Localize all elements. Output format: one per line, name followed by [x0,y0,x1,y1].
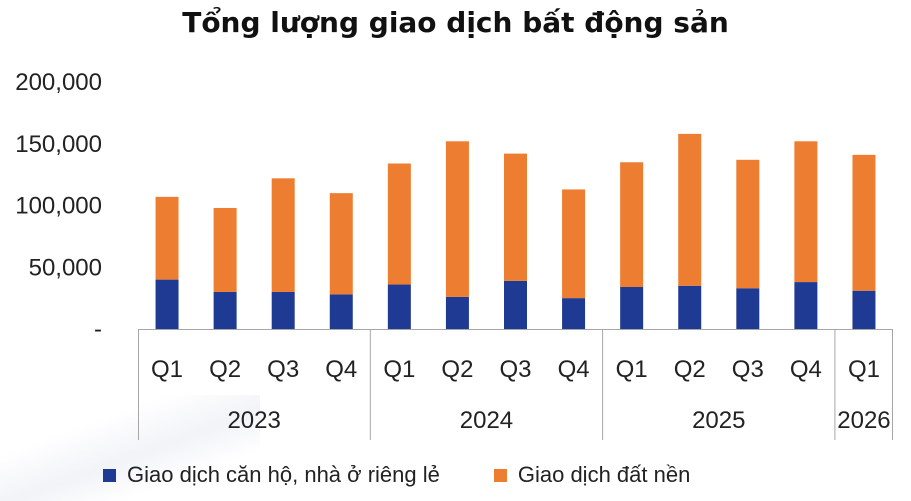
x-group-label: 2025 [692,407,745,434]
bar-apartments [794,282,818,329]
legend-item-land: Giao dịch đất nền [493,462,691,488]
x-tick-label: Q2 [674,356,706,383]
bar-land [736,159,760,289]
x-tick-label: Q3 [267,356,299,383]
bar-land [678,133,702,286]
bar-apartments [852,290,876,329]
x-tick-label: Q1 [848,356,880,383]
bar-land [794,141,818,283]
bar-land [155,196,179,280]
x-group-label: 2023 [227,407,280,434]
y-tick-label: 100,000 [15,193,102,220]
bar-apartments [271,291,295,329]
bar-land [213,207,237,292]
x-tick-label: Q2 [209,356,241,383]
x-group-label: 2024 [460,407,513,434]
x-tick-label: Q4 [325,356,357,383]
x-tick-label: Q3 [732,356,764,383]
x-tick-label: Q4 [790,356,822,383]
bar-apartments [445,296,469,329]
x-group-label: 2026 [837,407,890,434]
bar-apartments [678,285,702,329]
bar-land [387,163,411,285]
y-tick-label: 50,000 [29,254,102,281]
bar-apartments [736,288,760,329]
bar-land [271,178,295,292]
bar-apartments [562,298,586,329]
y-tick-label: 200,000 [15,69,102,96]
bar-land [620,162,644,288]
x-tick-label: Q1 [151,356,183,383]
bar-apartments [213,291,237,329]
chart-legend: Giao dịch căn hộ, nhà ở riêng lẻ Giao dị… [103,462,863,488]
legend-swatch-apartments [103,468,116,482]
x-tick-label: Q1 [383,356,415,383]
chart-title: Tổng lượng giao dịch bất động sản [182,6,729,39]
legend-label-apartments: Giao dịch căn hộ, nhà ở riêng lẻ [127,462,440,487]
legend-swatch-land [493,468,507,482]
bar-apartments [387,284,411,329]
bar-apartments [155,279,179,329]
x-tick-label: Q1 [616,356,648,383]
bar-land [562,189,586,299]
bar-land [504,153,527,281]
x-tick-label: Q4 [558,356,590,383]
legend-item-apartments: Giao dịch căn hộ, nhà ở riêng lẻ [103,462,440,488]
bar-apartments [329,294,353,329]
x-tick-label: Q3 [499,356,531,383]
bar-apartments [620,287,644,329]
bar-land [329,193,353,295]
bar-land [445,141,469,297]
legend-label-land: Giao dịch đất nền [517,462,691,487]
y-tick-label: - [94,316,102,343]
bar-land [852,154,876,291]
x-tick-label: Q2 [441,356,473,383]
bar-apartments [504,280,527,329]
y-tick-label: 150,000 [15,131,102,158]
